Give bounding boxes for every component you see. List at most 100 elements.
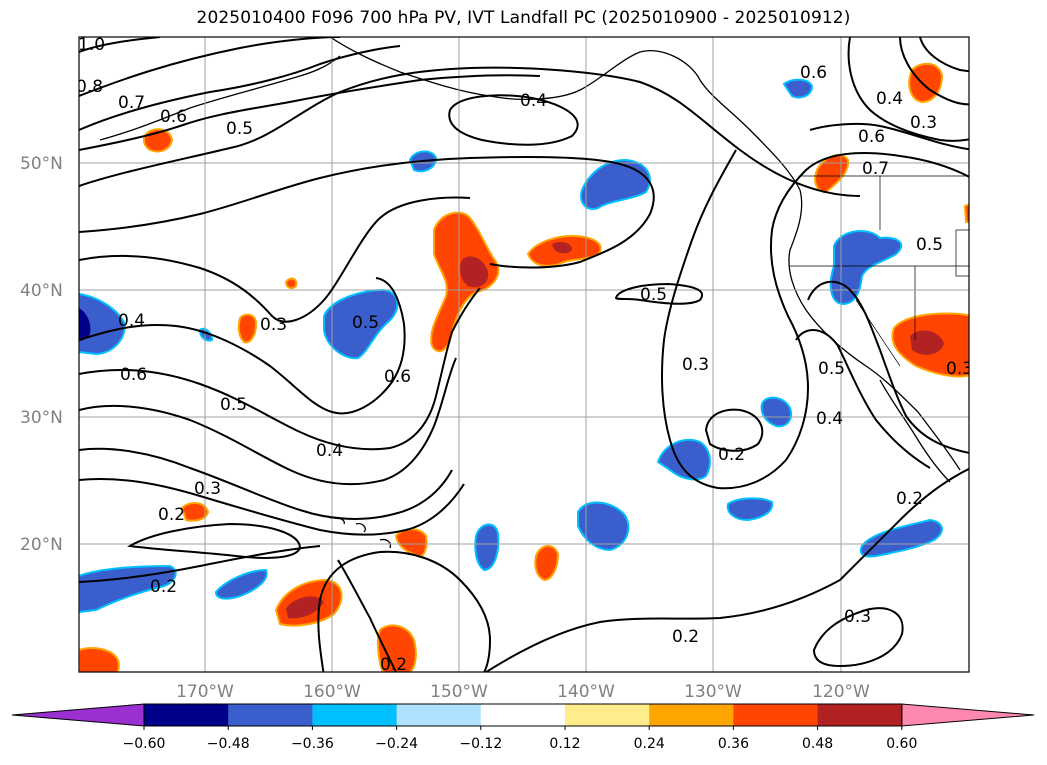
colorbar-segment [817,704,903,726]
colorbar-border [143,703,903,727]
positive-pv-core [460,256,489,288]
map-title: 2025010400 F096 700 hPa PV, IVT Landfall… [196,8,851,28]
contour-label: 0.7 [862,159,889,179]
negative-pv-blob [79,292,126,356]
colorbar-tick-label: −0.24 [375,736,418,752]
contour-label: 0.2 [150,577,177,597]
colorbar-tick-label: −0.12 [459,736,502,752]
contour-label: 0.2 [896,489,923,509]
contour-label: 0.6 [858,127,885,147]
colorbar-tick-label: −0.60 [123,736,166,752]
colorbar-tick-label: −0.48 [207,736,250,752]
contour-label: 0.3 [260,315,287,335]
negative-pv-blob [323,288,399,360]
contour-label: 0.7 [118,93,145,113]
contour-label: 0.5 [916,235,943,255]
positive-pv-blob [376,624,417,672]
lon-label: 140°W [557,682,615,702]
contour-label: 0.4 [816,409,843,429]
negative-pv-core [79,308,91,341]
negative-pv-blob [474,523,500,572]
contour-label: 0.5 [226,119,253,139]
lat-label: 50°N [20,154,63,174]
graticule [79,37,969,672]
colorbar-tick-label: −0.36 [291,736,334,752]
contour-label: 0.3 [946,359,973,379]
contour-label: 0.3 [910,113,937,133]
positive-pv-core [286,596,324,619]
lat-label: 30°N [20,408,63,428]
negative-pv-blob [829,230,903,306]
contour-label: 0.4 [118,311,145,331]
negative-pv-blob [577,501,630,552]
negative-pv-blob [859,518,943,558]
colorbar: −0.60 −0.48 −0.36 −0.24 −0.12 0.12 0.24 0.36 0.4… [11,703,1035,752]
negative-pv-blob [79,564,177,614]
baja-coast [879,379,951,483]
contour-label: 0.2 [672,627,699,647]
contour-label: 0.2 [158,505,185,525]
colorbar-segment [733,704,819,726]
ivt-contours [79,37,969,672]
map-background [79,37,969,672]
lon-label: 150°W [430,682,488,702]
positive-pv-core [910,330,944,355]
contour-label: 0.6 [120,365,147,385]
colorbar-segment [565,704,650,726]
contour-label: 0.6 [160,107,187,127]
contour-label: 0.5 [640,285,667,305]
contour-label: 0.3 [682,355,709,375]
negative-pv-blob [782,78,814,99]
contour-label: 0.6 [800,63,827,83]
lon-label: 170°W [176,682,234,702]
positive-pv-blob [963,203,969,223]
aleutian-chain [99,55,341,141]
map-border [78,36,970,673]
colorbar-segment [480,704,566,726]
contour-label: 0.4 [520,91,547,111]
contour-label: 0.3 [194,479,221,499]
contour-label: 0.8 [76,77,103,97]
colorbar-extend-max [901,703,1035,727]
negative-pv-blob [214,568,268,600]
colorbar-segment [144,704,229,726]
contour-label: 0.3 [844,607,871,627]
lon-label: 160°W [303,682,361,702]
contour-label-layer: 1.0 0.8 0.7 0.6 0.5 0.4 0.6 0.4 0.3 0.6 … [76,35,973,675]
negative-pv-blob [726,497,774,522]
contour-label: 0.4 [876,89,903,109]
colorbar-tick-label: 0.36 [718,736,749,752]
political-borders [790,175,969,367]
positive-pv-blob [79,647,120,672]
colorbar-extend-min [11,703,145,727]
contour-label: 0.6 [384,367,411,387]
latitude-labels: 50°N 40°N 30°N 20°N [20,154,63,555]
colorbar-tick-label: 0.24 [634,736,665,752]
longitude-labels: 170°W 160°W 150°W 140°W 130°W 120°W [176,682,870,702]
positive-pv-core [552,242,572,254]
contour-label: 0.4 [316,441,343,461]
colorbar-tick-label: 0.48 [802,736,833,752]
contour-label: 1.0 [78,35,105,55]
positive-pv-blob [534,545,560,582]
colorbar-segment [396,704,482,726]
colorbar-segment [228,704,313,726]
lat-label: 40°N [20,281,63,301]
positive-pv-blob [237,313,258,344]
colorbar-tick-label: 0.60 [886,736,917,752]
pv-fill-layer [79,62,969,672]
colorbar-segment [649,704,734,726]
negative-pv-blob [656,439,711,481]
contour-label: 0.2 [380,655,407,675]
contour-label: 0.5 [352,313,379,333]
lat-label: 20°N [20,535,63,555]
colorbar-tick-label: 0.12 [549,736,580,752]
contour-label: 0.5 [818,359,845,379]
positive-pv-blob [180,502,210,522]
positive-pv-blob [284,277,298,290]
contour-label: 0.2 [718,445,745,465]
lon-label: 120°W [812,682,870,702]
lon-label: 130°W [684,682,742,702]
contour-label: 0.5 [220,395,247,415]
